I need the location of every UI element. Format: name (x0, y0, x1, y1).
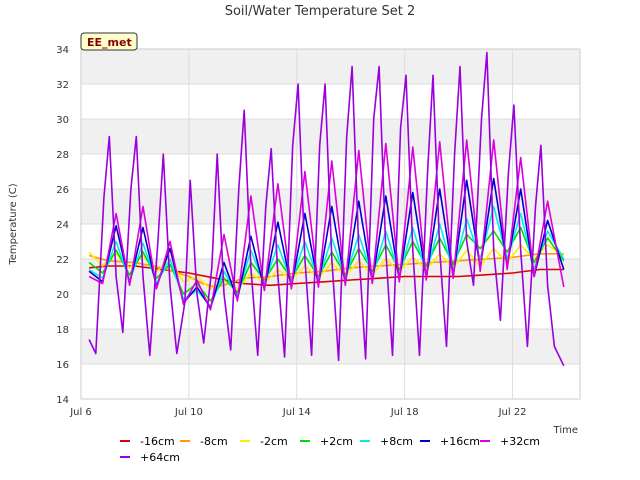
legend-label: +32cm (500, 435, 540, 448)
legend-label: +64cm (140, 451, 180, 464)
x-tick-label: Jul 22 (498, 407, 527, 418)
plot-band (81, 364, 580, 399)
chart-title: Soil/Water Temperature Set 2 (225, 4, 416, 19)
y-tick-label: 34 (56, 45, 69, 56)
y-tick-label: 14 (56, 395, 69, 406)
y-tick-label: 32 (56, 80, 69, 91)
y-tick-label: 26 (56, 185, 69, 196)
legend-label: +2cm (320, 435, 353, 448)
plot-band (81, 119, 580, 154)
y-tick-label: 22 (56, 255, 69, 266)
y-tick-label: 20 (56, 290, 69, 301)
x-tick-label: Jul 10 (174, 407, 203, 418)
y-tick-label: 18 (56, 325, 69, 336)
plot-band (81, 294, 580, 329)
plot-band (81, 49, 580, 84)
plot-frame (80, 48, 581, 400)
station-tag: EE_met (80, 32, 138, 51)
legend-label: -8cm (200, 435, 228, 448)
x-axis-label: Time (553, 425, 578, 436)
y-tick-label: 30 (56, 115, 69, 126)
y-tick-label: 16 (56, 360, 69, 371)
plot-band (81, 329, 580, 364)
y-tick-label: 28 (56, 150, 69, 161)
x-tick-label: Jul 18 (390, 407, 419, 418)
x-tick-label: Jul 14 (282, 407, 311, 418)
series-lines (88, 51, 565, 367)
x-axis-ticks: Jul 6 Jul 10 Jul 14 Jul 18 Jul 22 (69, 407, 526, 418)
y-axis-ticks: 14 16 18 20 22 24 26 28 30 32 34 (56, 45, 69, 406)
plot-band (81, 84, 580, 119)
station-tag-box (80, 32, 138, 51)
legend-label: -16cm (140, 435, 175, 448)
legend: -16cm -8cm -2cm +2cm +8cm +16cm +32cm +64cm (120, 435, 540, 464)
legend-label: -2cm (260, 435, 288, 448)
legend-label: +16cm (440, 435, 480, 448)
y-axis-label: Temperature (C) (8, 183, 19, 265)
legend-label: +8cm (380, 435, 413, 448)
station-tag-text: EE_met (87, 36, 132, 49)
x-tick-label: Jul 6 (69, 407, 92, 418)
series-line-8cm (88, 253, 564, 288)
y-tick-label: 24 (56, 220, 69, 231)
series-line-64cm (88, 51, 565, 367)
